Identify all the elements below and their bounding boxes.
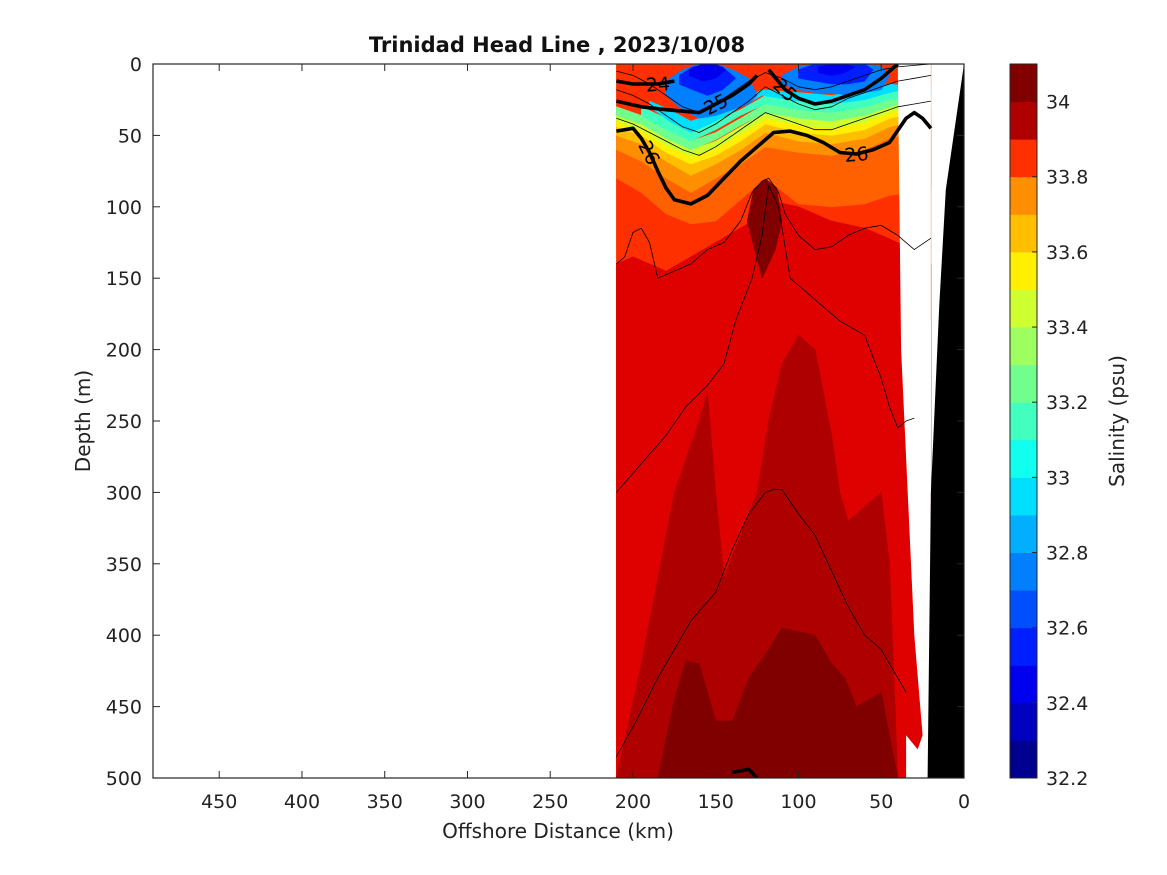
- y-tick-label: 0: [130, 54, 142, 76]
- density-contour-7: [616, 177, 932, 279]
- colorbar-ticks: 32.2 32.4 32.6 32.8 33 33.2 33.4 33.6 33.8 34: [1032, 92, 1088, 790]
- colorbar-tick-label: 33.4: [1046, 317, 1088, 339]
- x-tick-label: 400: [284, 791, 320, 813]
- y-tick-label: 150: [106, 268, 142, 290]
- colorbar-bands: [1010, 64, 1037, 779]
- density-contour-5: [616, 75, 931, 133]
- x-axis-ticks: 450 400 350 300 250 200 150 100 50 0: [201, 64, 970, 813]
- colorbar-tick-label: 34: [1046, 92, 1070, 114]
- colorbar-band: [1010, 364, 1037, 403]
- salinity-layer-3: [657, 627, 899, 778]
- x-tick-label: 50: [869, 791, 893, 813]
- colorbar-tick-label: 33.2: [1046, 392, 1088, 414]
- x-axis-title: Offshore Distance (km): [442, 819, 674, 843]
- colorbar-tick-label: 33.6: [1046, 242, 1088, 264]
- colorbar-band: [1010, 514, 1037, 554]
- colorbar-band: [1010, 402, 1037, 441]
- density-contours: [615, 64, 933, 778]
- contour-label-text: 24: [645, 73, 671, 97]
- colorbar-band: [1010, 64, 1037, 103]
- y-tick-label: 100: [106, 197, 142, 219]
- colorbar-band: [1010, 702, 1037, 741]
- colorbar-band: [1010, 176, 1037, 215]
- salinity-layer-15: [688, 64, 727, 82]
- colorbar-band: [1010, 327, 1037, 366]
- x-tick-label: 300: [449, 791, 485, 813]
- chart-title: Trinidad Head Line , 2023/10/08: [369, 33, 745, 57]
- colorbar-band: [1010, 289, 1037, 328]
- y-tick-label: 50: [118, 125, 142, 147]
- x-tick-label: 250: [532, 791, 568, 813]
- x-tick-label: 0: [958, 791, 970, 813]
- contour-label-text: 26: [843, 143, 869, 167]
- density-contour-2: [767, 64, 899, 106]
- x-tick-label: 450: [201, 791, 237, 813]
- density-contour-9: [616, 489, 907, 757]
- x-tick-label: 150: [698, 791, 734, 813]
- y-tick-label: 350: [106, 554, 142, 576]
- density-contour-10: [731, 767, 759, 778]
- colorbar-tick-label: 32.6: [1046, 618, 1088, 640]
- colorbar-band: [1010, 665, 1037, 704]
- colorbar-band: [1010, 477, 1037, 516]
- seafloor-bathymetry: [922, 64, 964, 778]
- y-axis-ticks: 0 50 100 150 200 250 300 350 400 450 500: [106, 54, 964, 790]
- y-tick-label: 200: [106, 340, 142, 362]
- salinity-fill-layers: [616, 64, 964, 778]
- y-axis-title: Depth (m): [71, 370, 95, 472]
- x-tick-label: 100: [780, 791, 816, 813]
- colorbar-band: [1010, 101, 1037, 140]
- colorbar-title: Salinity (psu): [1105, 355, 1129, 487]
- nodata-mask-1: [914, 321, 931, 493]
- colorbar-band: [1010, 590, 1037, 629]
- density-contour-4: [616, 64, 931, 113]
- colorbar-frame: [1009, 63, 1038, 779]
- colorbar: 32.2 32.4 32.6 32.8 33 33.2 33.4 33.6 33.8 34 Sal…: [1009, 63, 1129, 790]
- colorbar-band: [1010, 740, 1037, 779]
- density-contour-6: [616, 100, 931, 156]
- colorbar-tick-label: 32.8: [1046, 543, 1088, 565]
- contour-label-0: 24: [645, 73, 671, 97]
- x-tick-label: 350: [367, 791, 403, 813]
- y-tick-label: 500: [106, 768, 142, 790]
- density-contour-0: [616, 79, 675, 86]
- density-contour-3: [616, 110, 933, 206]
- colorbar-tick-label: 33: [1046, 467, 1070, 489]
- density-contour-8: [616, 184, 915, 493]
- colorbar-tick-label: 32.4: [1046, 693, 1088, 715]
- colorbar-band: [1010, 439, 1037, 478]
- y-tick-label: 300: [106, 482, 142, 504]
- colorbar-band: [1010, 627, 1037, 666]
- y-tick-label: 250: [106, 411, 142, 433]
- x-tick-label: 200: [615, 791, 651, 813]
- colorbar-band: [1010, 552, 1037, 591]
- colorbar-band: [1010, 139, 1037, 178]
- colorbar-band: [1010, 251, 1037, 290]
- y-tick-label: 400: [106, 625, 142, 647]
- colorbar-tick-label: 33.8: [1046, 167, 1088, 189]
- colorbar-tick-label: 32.2: [1046, 768, 1088, 790]
- colorbar-band: [1010, 214, 1037, 253]
- salinity-layer-18: [818, 64, 856, 76]
- y-tick-label: 450: [106, 697, 142, 719]
- contour-label-4: 26: [843, 143, 869, 167]
